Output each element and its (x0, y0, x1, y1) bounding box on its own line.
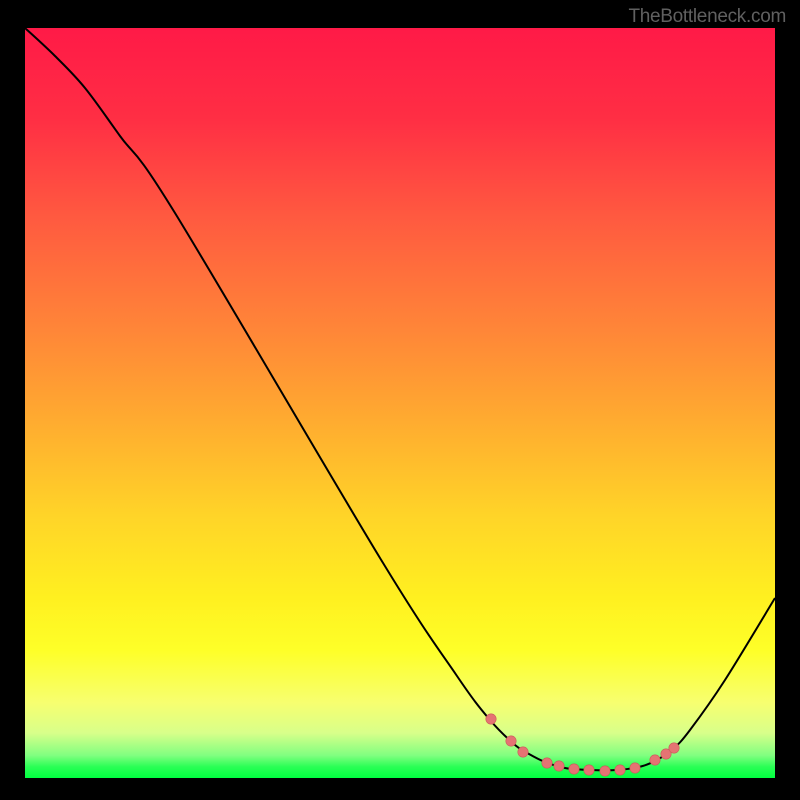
marker-dot (518, 747, 528, 757)
chart-container (25, 28, 775, 778)
watermark-text: TheBottleneck.com (628, 6, 786, 28)
marker-dot (615, 765, 625, 775)
marker-dot (584, 765, 594, 775)
marker-dot (554, 761, 564, 771)
marker-dot (669, 743, 679, 753)
marker-dot (600, 766, 610, 776)
chart-background (25, 28, 775, 778)
marker-dot (542, 758, 552, 768)
marker-dot (630, 763, 640, 773)
marker-dot (650, 755, 660, 765)
marker-dot (506, 736, 516, 746)
chart-svg (25, 28, 775, 778)
marker-dot (569, 764, 579, 774)
marker-dot (486, 714, 496, 724)
